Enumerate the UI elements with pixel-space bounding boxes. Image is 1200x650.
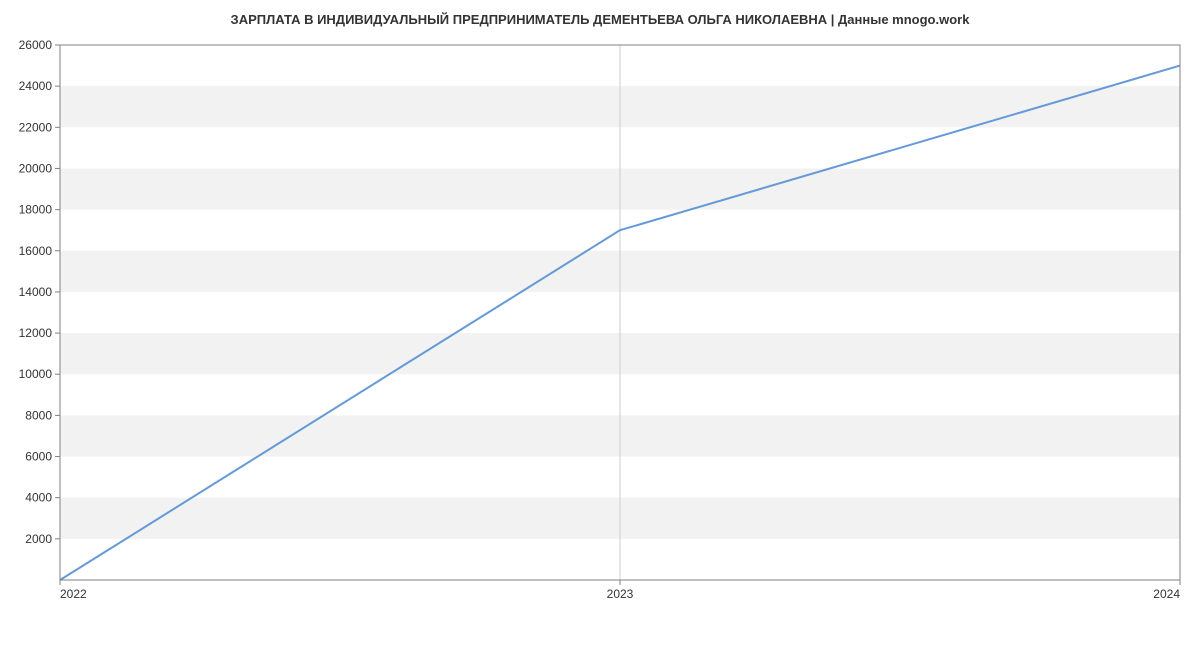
y-tick-label: 2000 (25, 532, 52, 546)
x-tick-label: 2023 (607, 587, 634, 601)
y-tick-label: 20000 (19, 161, 53, 175)
grid-bands (60, 45, 1180, 580)
y-tick-label: 24000 (19, 79, 53, 93)
y-tick-label: 18000 (19, 203, 53, 217)
y-tick-label: 8000 (25, 408, 52, 422)
y-tick-label: 26000 (19, 38, 53, 52)
y-tick-label: 12000 (19, 326, 53, 340)
y-tick-label: 22000 (19, 120, 53, 134)
y-tick-label: 10000 (19, 367, 53, 381)
y-tick-label: 4000 (25, 491, 52, 505)
y-axis-ticks: 2000 4000 6000 8000 10000 12000 14000 16000 1800… (19, 38, 60, 546)
y-tick-label: 16000 (19, 244, 53, 258)
x-axis-ticks: 2022 2023 2024 (60, 580, 1180, 601)
y-tick-label: 14000 (19, 285, 53, 299)
y-tick-label: 6000 (25, 450, 52, 464)
x-tick-label: 2022 (60, 587, 87, 601)
line-chart: 2000 4000 6000 8000 10000 12000 14000 16000 1800… (0, 0, 1200, 620)
x-tick-label: 2024 (1153, 587, 1180, 601)
